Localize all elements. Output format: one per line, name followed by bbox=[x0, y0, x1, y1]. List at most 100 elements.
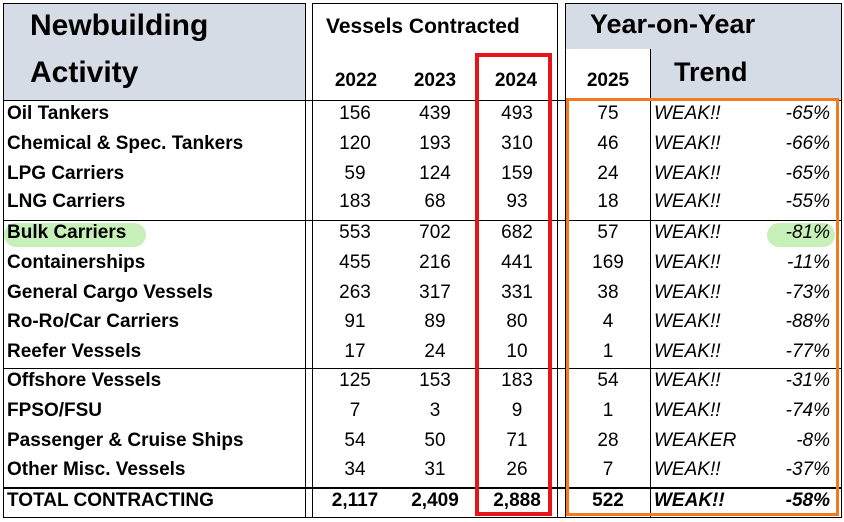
trend-value: WEAK!! bbox=[654, 133, 721, 154]
row-label: Bulk Carriers bbox=[7, 222, 127, 243]
pct-change: -65% bbox=[785, 103, 830, 124]
bulk-carriers-highlight bbox=[4, 223, 146, 247]
pct-change: -88% bbox=[785, 311, 830, 332]
page-title-line2: Activity bbox=[30, 56, 139, 89]
pct-change: -11% bbox=[787, 252, 830, 273]
cell-2023: 193 bbox=[419, 133, 451, 154]
yoy-header-line2: Trend bbox=[674, 57, 748, 87]
row-label: FPSO/FSU bbox=[7, 400, 103, 421]
row-label: Offshore Vessels bbox=[7, 370, 162, 391]
year-header-2025: 2025 bbox=[586, 70, 630, 91]
row-label: Reefer Vessels bbox=[7, 341, 142, 362]
cell-2024: 9 bbox=[511, 400, 523, 421]
grid-line bbox=[312, 3, 557, 4]
cell-2022: 263 bbox=[339, 282, 371, 303]
cell-2022: 455 bbox=[339, 252, 371, 273]
cell-2024: 71 bbox=[506, 430, 528, 451]
highlight-2024-box bbox=[475, 53, 552, 516]
year-header-2022: 2022 bbox=[334, 70, 378, 91]
trend-value: WEAK!! bbox=[654, 311, 721, 332]
cell-2023: 50 bbox=[424, 430, 446, 451]
cell-2024: 310 bbox=[501, 133, 533, 154]
row-label: LPG Carriers bbox=[7, 163, 125, 184]
cell-2022: 17 bbox=[344, 341, 366, 362]
cell-2024: 80 bbox=[506, 311, 528, 332]
grid-line bbox=[3, 517, 842, 518]
trend-value: WEAK!! bbox=[654, 222, 721, 243]
row-label: Chemical & Spec. Tankers bbox=[7, 133, 244, 154]
grid-line bbox=[3, 3, 305, 4]
cell-2024: 159 bbox=[501, 163, 533, 184]
cell-2025: 18 bbox=[597, 191, 619, 212]
header-yoy-bg bbox=[565, 3, 842, 49]
row-label: Ro-Ro/Car Carriers bbox=[7, 311, 180, 332]
grid-line bbox=[565, 3, 842, 4]
page-title-line1: Newbuilding bbox=[30, 9, 209, 42]
grid-line bbox=[557, 3, 558, 518]
pct-change: -58% bbox=[785, 490, 830, 511]
row-label: General Cargo Vessels bbox=[7, 282, 213, 303]
cell-2023: 89 bbox=[424, 311, 446, 332]
cell-2025: 24 bbox=[597, 163, 619, 184]
row-label: LNG Carriers bbox=[7, 191, 126, 212]
cell-2025: 57 bbox=[597, 222, 619, 243]
trend-value: WEAK!! bbox=[654, 282, 721, 303]
trend-value: WEAK!! bbox=[654, 459, 721, 480]
bulk-carriers-pct-highlight bbox=[767, 223, 835, 247]
grid-line bbox=[3, 487, 842, 489]
row-label: Other Misc. Vessels bbox=[7, 459, 186, 480]
cell-2022: 91 bbox=[344, 311, 366, 332]
grid-line bbox=[305, 3, 306, 518]
cell-2025: 54 bbox=[597, 370, 619, 391]
pct-change: -66% bbox=[785, 133, 830, 154]
yoy-header-line1: Year-on-Year bbox=[590, 9, 756, 39]
cell-2023: 31 bbox=[424, 459, 446, 480]
year-header-2024: 2024 bbox=[494, 70, 538, 91]
cell-2025: 46 bbox=[597, 133, 619, 154]
cell-2023: 3 bbox=[429, 400, 441, 421]
cell-2022: 553 bbox=[339, 222, 371, 243]
cell-2025: 7 bbox=[602, 459, 614, 480]
trend-value: WEAK!! bbox=[654, 400, 721, 421]
cell-2022: 59 bbox=[344, 163, 366, 184]
cell-2024: 10 bbox=[506, 341, 528, 362]
header-trend-bg bbox=[650, 49, 842, 100]
grid-line bbox=[3, 368, 842, 369]
cell-2023: 702 bbox=[419, 222, 451, 243]
cell-2025: 38 bbox=[597, 282, 619, 303]
pct-change: -37% bbox=[785, 459, 830, 480]
trend-value: WEAK!! bbox=[654, 103, 721, 124]
grid-line bbox=[312, 3, 313, 518]
cell-2025: 75 bbox=[597, 103, 619, 124]
cell-2025: 1 bbox=[602, 400, 614, 421]
cell-2023: 317 bbox=[419, 282, 451, 303]
pct-change: -74% bbox=[785, 400, 830, 421]
cell-2024: 493 bbox=[501, 103, 533, 124]
cell-2024: 93 bbox=[506, 191, 528, 212]
cell-2022: 120 bbox=[339, 133, 371, 154]
cell-2022: 183 bbox=[339, 191, 371, 212]
cell-2025: 522 bbox=[592, 490, 624, 511]
grid-line bbox=[3, 100, 842, 101]
cell-2023: 2,409 bbox=[411, 490, 459, 511]
cell-2024: 682 bbox=[501, 222, 533, 243]
cell-2023: 124 bbox=[419, 163, 451, 184]
vessels-contracted-header: Vessels Contracted bbox=[326, 15, 520, 38]
row-label: Passenger & Cruise Ships bbox=[7, 430, 244, 451]
pct-change: -77% bbox=[785, 341, 830, 362]
cell-2022: 125 bbox=[339, 370, 371, 391]
year-header-2023: 2023 bbox=[413, 70, 457, 91]
trend-value: WEAKER bbox=[654, 430, 737, 451]
cell-2023: 153 bbox=[419, 370, 451, 391]
cell-2024: 26 bbox=[506, 459, 528, 480]
total-row-label: TOTAL CONTRACTING bbox=[7, 490, 214, 511]
cell-2025: 28 bbox=[597, 430, 619, 451]
grid-line bbox=[650, 49, 651, 518]
trend-value: WEAK!! bbox=[654, 341, 721, 362]
trend-value: WEAK!! bbox=[654, 252, 721, 273]
trend-value: WEAK!! bbox=[654, 370, 721, 391]
cell-2024: 441 bbox=[501, 252, 533, 273]
cell-2025: 169 bbox=[592, 252, 624, 273]
cell-2022: 2,117 bbox=[331, 490, 379, 511]
row-label: Oil Tankers bbox=[7, 103, 110, 124]
